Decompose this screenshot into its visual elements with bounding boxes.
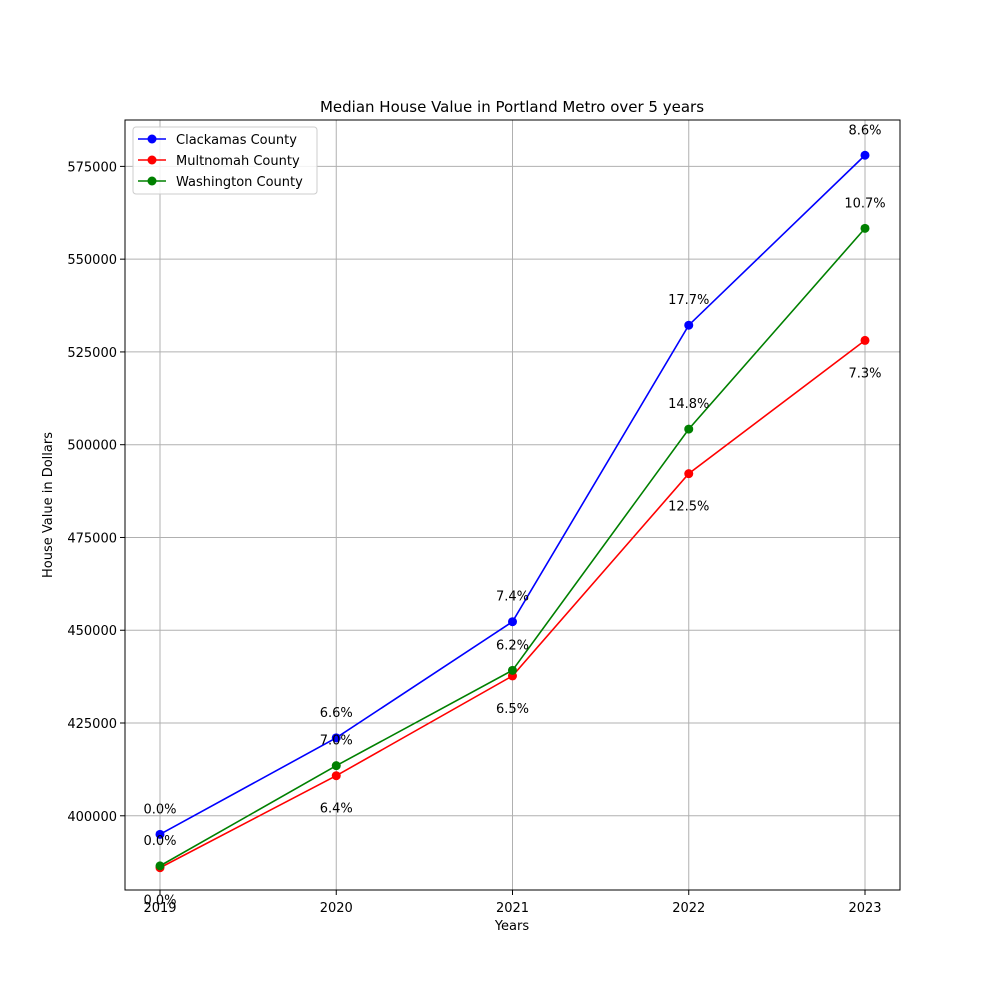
data-label: 12.5% bbox=[668, 500, 709, 515]
legend-swatch-marker bbox=[147, 176, 157, 186]
data-annotations: 0.0% 6.6% 7.4% 17.7% 8.6% 0.0% 6.4% 6.5% 12.5% 7.… bbox=[143, 123, 885, 908]
data-point bbox=[331, 733, 341, 743]
data-label: 7.4% bbox=[496, 590, 529, 605]
data-label: 7.0% bbox=[320, 734, 353, 749]
y-tick-label: 450000 bbox=[67, 624, 117, 639]
data-label: 6.4% bbox=[320, 802, 353, 817]
data-point bbox=[331, 761, 341, 771]
grid bbox=[125, 120, 900, 890]
y-tick-label: 525000 bbox=[67, 346, 117, 361]
legend-entry-label: Washington County bbox=[176, 175, 303, 190]
x-tick-label: 2022 bbox=[672, 901, 705, 916]
data-point bbox=[508, 665, 517, 675]
data-point bbox=[860, 150, 870, 160]
legend-entry-label: Clackamas County bbox=[176, 133, 297, 148]
chart-title: Median House Value in Portland Metro ove… bbox=[320, 98, 704, 116]
axis-ticks: 2019 2020 2021 2022 2023 400000 425000 450000 47… bbox=[67, 160, 881, 916]
y-tick-label: 500000 bbox=[67, 439, 117, 454]
x-tick-label: 2021 bbox=[496, 901, 529, 916]
y-tick-label: 550000 bbox=[67, 253, 117, 268]
x-tick-label: 2023 bbox=[848, 901, 881, 916]
y-tick-label: 575000 bbox=[67, 160, 117, 175]
data-label: 0.0% bbox=[143, 802, 176, 817]
data-point bbox=[508, 617, 517, 627]
x-tick-label: 2019 bbox=[143, 901, 176, 916]
series-lines bbox=[155, 150, 870, 873]
data-label: 7.3% bbox=[848, 366, 881, 381]
y-axis-label: House Value in Dollars bbox=[41, 432, 56, 578]
data-point bbox=[684, 424, 694, 434]
data-point bbox=[155, 861, 165, 871]
data-label: 14.8% bbox=[668, 397, 709, 412]
legend-swatch-marker bbox=[147, 134, 157, 144]
legend-box bbox=[132, 126, 318, 195]
legend: Clackamas County Multnomah County Washingt… bbox=[132, 126, 318, 195]
data-label: 10.7% bbox=[844, 196, 885, 211]
data-label: 8.6% bbox=[848, 123, 881, 138]
legend-swatch-marker bbox=[147, 155, 157, 165]
data-point bbox=[684, 469, 694, 479]
x-tick-label: 2020 bbox=[320, 901, 353, 916]
data-label: 17.7% bbox=[668, 293, 709, 308]
data-label: 0.0% bbox=[143, 894, 176, 909]
data-point bbox=[684, 320, 694, 330]
data-point bbox=[331, 771, 341, 781]
data-point bbox=[860, 223, 870, 233]
data-point bbox=[860, 335, 870, 345]
data-label: 0.0% bbox=[143, 834, 176, 849]
y-tick-label: 475000 bbox=[67, 531, 117, 546]
legend-entry-label: Multnomah County bbox=[176, 154, 300, 169]
data-point bbox=[155, 829, 165, 839]
data-label: 6.5% bbox=[496, 702, 529, 717]
y-tick-label: 400000 bbox=[67, 810, 117, 825]
x-axis-label: Years bbox=[494, 919, 530, 934]
y-tick-label: 425000 bbox=[67, 717, 117, 732]
data-label: 6.6% bbox=[320, 706, 353, 721]
data-label: 6.2% bbox=[496, 638, 529, 653]
